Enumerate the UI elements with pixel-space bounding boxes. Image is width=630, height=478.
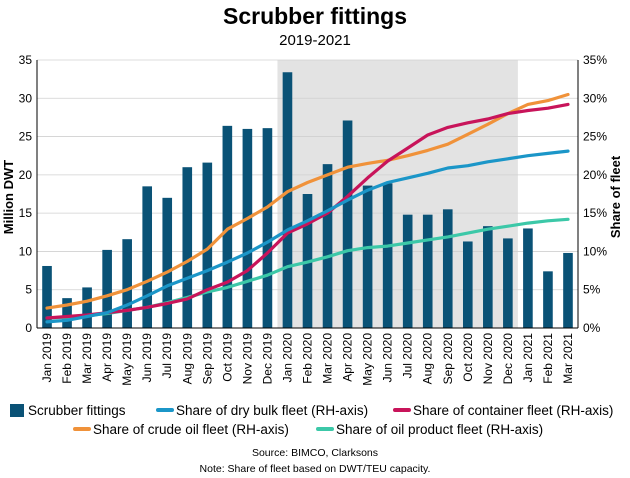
y-axis-title-right: Share of fleet (608, 155, 623, 238)
bar (182, 167, 193, 328)
x-tick-label: Jun 2019 (140, 333, 154, 383)
legend-label: Share of oil product fleet (RH-axis) (336, 422, 543, 437)
bar (202, 162, 213, 328)
legend-label: Share of crude oil fleet (RH-axis) (93, 422, 289, 437)
chart-subtitle: 2019-2021 (279, 32, 351, 49)
y-left-tick-label: 30 (19, 91, 33, 105)
legend-swatch (10, 404, 24, 417)
x-tick-label: Jun 2020 (381, 333, 395, 383)
bar (62, 298, 72, 328)
x-tick-label: Oct 2019 (220, 333, 234, 382)
series-line (45, 102, 570, 320)
y-axis-title-left: Million DWT (1, 160, 16, 234)
y-left-tick-label: 5 (25, 283, 32, 297)
bar (262, 128, 273, 328)
line-series (45, 92, 570, 324)
x-tick-label: Sep 2020 (441, 333, 455, 385)
bar (442, 209, 453, 328)
y-right-tick-label: 0% (583, 321, 601, 335)
x-tick-label: Feb 2021 (541, 333, 555, 384)
y-right-tick-label: 5% (583, 283, 601, 297)
bar (282, 72, 293, 328)
x-tick-label: May 2019 (120, 333, 134, 386)
x-tick-label: Jan 2021 (521, 333, 535, 383)
y-left-tick-label: 20 (19, 168, 33, 182)
x-tick-label: Mar 2020 (321, 333, 335, 384)
y-right-tick-label: 20% (583, 168, 607, 182)
y-right-tick-label: 10% (583, 244, 607, 258)
left-axis-ticks: 0 5 10 15 20 25 30 35 (19, 53, 33, 335)
y-right-tick-label: 35% (583, 53, 607, 67)
x-tick-label: May 2020 (361, 333, 375, 386)
x-tick-label: Apr 2019 (100, 333, 114, 382)
x-tick-label: Nov 2019 (240, 333, 254, 385)
bar (382, 183, 393, 328)
right-axis-ticks: 0% 5% 10% 15% 20% 25% 30% 35% (583, 53, 607, 335)
bar (102, 249, 112, 328)
bar (462, 241, 473, 328)
bar (362, 185, 373, 328)
bar (122, 239, 132, 328)
bar (322, 164, 333, 328)
x-tick-label: Mar 2019 (80, 333, 94, 384)
shaded-period (277, 60, 518, 328)
footnote: Note: Share of fleet based on DWT/TEU ca… (200, 463, 431, 475)
y-left-tick-label: 0 (25, 321, 32, 335)
x-tick-label: Feb 2019 (60, 333, 74, 384)
series-line (45, 149, 570, 324)
bar (242, 128, 253, 328)
x-tick-label: Feb 2020 (301, 333, 315, 384)
legend-label: Scrubber fittings (28, 403, 126, 418)
bar (543, 271, 553, 328)
legend-label: Share of dry bulk fleet (RH-axis) (176, 403, 368, 418)
y-left-tick-label: 35 (19, 53, 33, 67)
x-tick-label: Mar 2021 (561, 333, 575, 384)
y-left-tick-label: 25 (19, 130, 33, 144)
x-tick-label: Jan 2019 (40, 333, 54, 383)
x-tick-label: Apr 2020 (341, 333, 355, 382)
x-tick-label: Oct 2020 (461, 333, 475, 382)
bar (503, 238, 513, 328)
x-tick-label: Jul 2020 (401, 333, 415, 379)
chart-title: Scrubber fittings (223, 3, 407, 29)
legend-label: Share of container fleet (RH-axis) (413, 403, 613, 418)
y-right-tick-label: 30% (583, 91, 607, 105)
x-tick-label: Aug 2020 (421, 333, 435, 385)
x-axis-ticks: Jan 2019 Feb 2019 Mar 2019 Apr 2019 May 2019… (40, 333, 575, 386)
bar (563, 252, 573, 328)
shaded-period-rect (277, 60, 518, 328)
y-right-tick-label: 15% (583, 206, 607, 220)
source-note: Source: BIMCO, Clarksons (252, 447, 378, 459)
x-tick-label: Jul 2019 (160, 333, 174, 379)
bar (142, 186, 153, 328)
x-tick-label: Sep 2019 (200, 333, 214, 385)
bar (402, 214, 413, 328)
bar (42, 265, 52, 328)
y-left-tick-label: 10 (19, 244, 33, 258)
bar (422, 214, 433, 328)
bar (483, 226, 493, 328)
bar (342, 120, 353, 329)
bar (162, 197, 173, 328)
y-right-tick-label: 25% (583, 130, 607, 144)
x-tick-label: Dec 2019 (260, 333, 274, 385)
series-line (45, 92, 570, 310)
axes (36, 60, 579, 329)
bar (222, 125, 233, 328)
legend: Scrubber fittings Share of dry bulk fleet… (10, 403, 613, 437)
bar (82, 287, 92, 328)
x-tick-label: Nov 2020 (481, 333, 495, 385)
bar (523, 228, 533, 328)
x-tick-label: Dec 2020 (501, 333, 515, 385)
y-left-tick-label: 15 (19, 206, 33, 220)
x-tick-label: Aug 2019 (180, 333, 194, 385)
x-tick-label: Jan 2020 (280, 333, 294, 383)
